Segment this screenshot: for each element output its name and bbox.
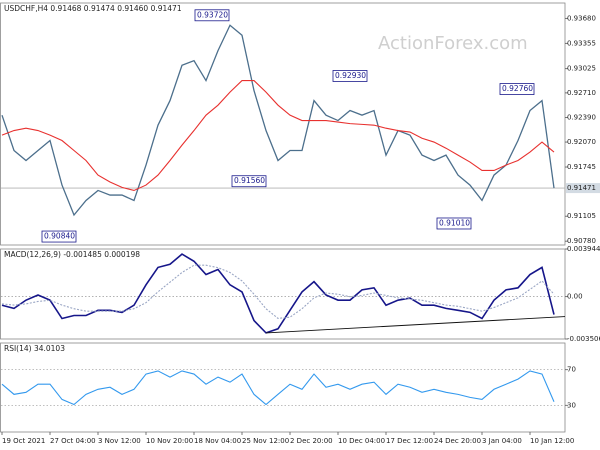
annotation-label: 0.91560 xyxy=(234,176,265,185)
y-tick-label: 0.92390 xyxy=(567,113,596,121)
series-line xyxy=(1,264,555,319)
x-tick-label: 24 Dec 20:00 xyxy=(434,437,481,445)
panel-title: RSI(14) 34.0103 xyxy=(4,344,65,353)
annotation-box xyxy=(231,175,267,188)
annotation-label: 0.91010 xyxy=(439,218,470,227)
y-tick-label: 0.92710 xyxy=(567,89,596,97)
annotation-box xyxy=(332,70,368,82)
series-line xyxy=(1,253,555,334)
panel-frame xyxy=(0,342,566,433)
series-line xyxy=(1,24,555,217)
annotation-label: 0.92930 xyxy=(335,71,366,80)
x-tick-label: 17 Dec 12:00 xyxy=(386,437,433,445)
x-tick-label: 10 Nov 20:00 xyxy=(146,437,193,445)
panel-title: USDCHF,H4 0.91468 0.91474 0.91460 0.9147… xyxy=(4,4,182,13)
series-line xyxy=(1,370,555,406)
x-tick-label: 3 Jan 04:00 xyxy=(482,437,522,445)
y-tick-label: 0.93355 xyxy=(567,39,596,47)
y-tick-label: 0.92070 xyxy=(567,138,596,146)
x-tick-label: 18 Nov 04:00 xyxy=(194,437,241,445)
annotation-box xyxy=(436,217,472,230)
last-price-box xyxy=(566,183,600,194)
y-tick-label: 0.003944 xyxy=(567,245,600,253)
series-line xyxy=(1,80,555,192)
x-tick-label: 2 Dec 20:00 xyxy=(290,437,333,445)
x-tick-label: 10 Dec 04:00 xyxy=(338,437,385,445)
annotation-label: 0.90840 xyxy=(44,232,75,241)
panel-title: MACD(12,26,9) -0.001485 0.000198 xyxy=(4,250,140,259)
annotation-box xyxy=(194,9,230,22)
x-tick-label: 19 Oct 2021 xyxy=(2,437,45,445)
y-tick-label: 0.90780 xyxy=(567,237,596,245)
y-tick-label: 0.00 xyxy=(567,293,583,301)
y-tick-label: 70 xyxy=(567,366,576,374)
annotation-box xyxy=(499,83,535,95)
watermark: ActionForex.com xyxy=(378,33,528,54)
x-tick-label: 3 Nov 12:00 xyxy=(98,437,141,445)
panel-frame xyxy=(0,2,566,246)
y-tick-label: 0.93025 xyxy=(567,65,596,73)
x-tick-label: 27 Oct 04:00 xyxy=(50,437,96,445)
y-tick-label: 30 xyxy=(567,401,576,409)
panel-frame xyxy=(0,248,566,340)
annotation-label: 0.93720 xyxy=(197,10,228,19)
trendline xyxy=(265,316,566,334)
annotation-label: 0.92760 xyxy=(502,84,533,93)
x-tick-label: 10 Jan 12:00 xyxy=(530,437,574,445)
x-tick-label: 25 Nov 12:00 xyxy=(242,437,289,445)
y-tick-label: -0.003506 xyxy=(567,335,600,343)
y-tick-label: 0.91745 xyxy=(567,163,596,171)
last-price-label: 0.91471 xyxy=(567,184,596,192)
annotation-box xyxy=(41,230,77,243)
y-tick-label: 0.93680 xyxy=(567,14,596,22)
y-tick-label: 0.91105 xyxy=(567,212,596,220)
